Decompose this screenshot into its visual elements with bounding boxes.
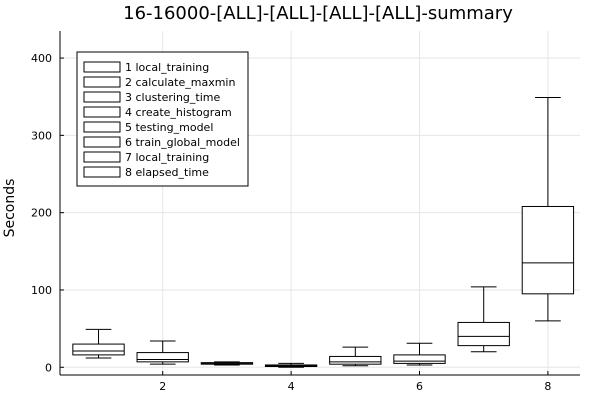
legend-swatch: [83, 91, 121, 103]
legend-swatch: [83, 61, 121, 73]
legend-frame: [76, 51, 249, 187]
axes: 2 4 6 8 0 100 200 300 400: [31, 31, 580, 393]
box-iqr: [457, 321, 510, 347]
box-iqr: [521, 205, 575, 295]
legend-swatch: [83, 121, 121, 133]
y-axis-label: Seconds: [2, 179, 18, 238]
legend-swatch: [83, 106, 121, 118]
boxes: [72, 96, 575, 368]
x-tick-label: 2: [159, 380, 166, 393]
box-series-3: [200, 361, 254, 366]
box-series-1: [72, 328, 125, 359]
box-series-5: [329, 346, 382, 367]
box-series-6: [393, 342, 446, 366]
legend-label: 6 train_global_model: [125, 136, 240, 149]
grid: [60, 31, 580, 375]
y-tick-label: 0: [45, 361, 52, 374]
legend-label: 4 create_histogram: [125, 106, 232, 119]
box-series-4: [264, 362, 318, 368]
legend-label: 5 testing_model: [125, 121, 213, 134]
y-tick-label: 300: [31, 129, 52, 142]
legend-swatch: [83, 151, 121, 163]
box-iqr: [72, 343, 125, 356]
box-series-2: [136, 340, 189, 365]
y-tick-label: 200: [31, 207, 52, 220]
box-series-8: [521, 96, 575, 322]
legend-swatch: [83, 76, 121, 88]
legend-swatch: [83, 136, 121, 148]
legend-label: 3 clustering_time: [125, 91, 220, 104]
legend-label: 1 local_training: [125, 61, 209, 74]
y-tick-label: 100: [31, 284, 52, 297]
legend-label: 7 local_training: [125, 151, 209, 164]
x-tick-label: 8: [544, 380, 551, 393]
legend: 1 local_training 2 calculate_maxmin 3 clus…: [76, 51, 249, 187]
box-series-7: [457, 286, 510, 353]
box-iqr: [393, 354, 446, 364]
legend-swatch: [83, 166, 121, 178]
box-iqr: [136, 352, 189, 363]
box-iqr: [329, 355, 382, 365]
legend-label: 8 elapsed_time: [125, 166, 209, 179]
chart-title: 16-16000-[ALL]-[ALL]-[ALL]-[ALL]-summary: [123, 3, 513, 24]
y-tick-label: 400: [31, 52, 52, 65]
legend-label: 2 calculate_maxmin: [125, 76, 235, 89]
x-tick-label: 6: [416, 380, 423, 393]
x-tick-label: 4: [288, 380, 295, 393]
